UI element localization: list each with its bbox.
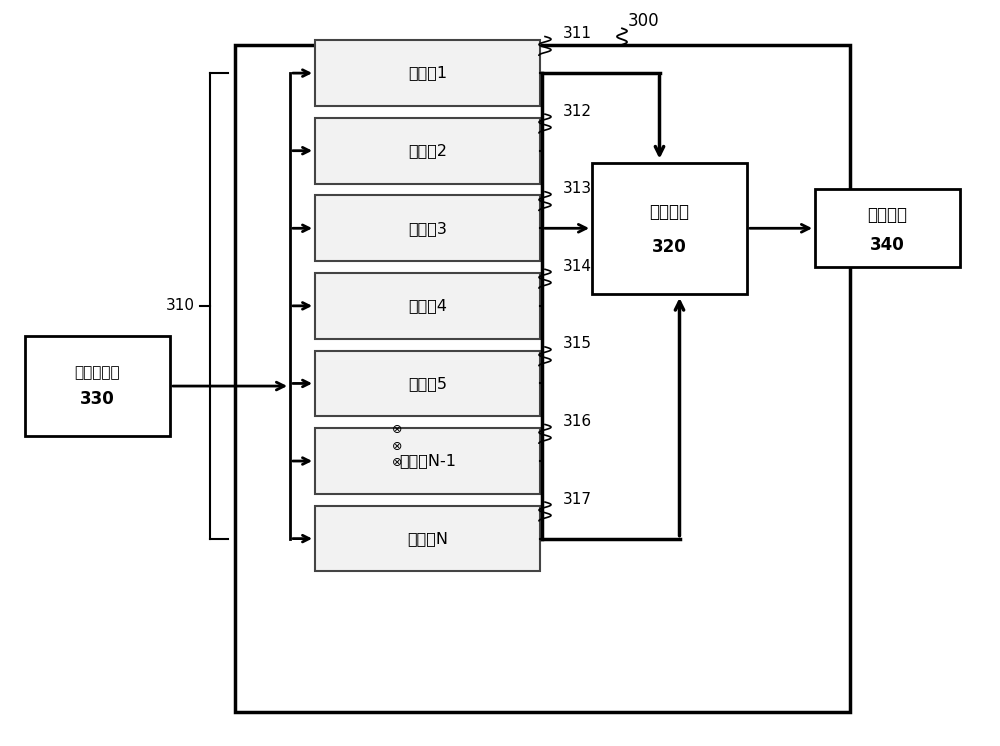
Text: 分类器N-1: 分类器N-1 xyxy=(399,454,456,468)
Text: ⊗: ⊗ xyxy=(392,439,403,453)
Text: 314: 314 xyxy=(563,259,592,274)
FancyBboxPatch shape xyxy=(815,189,960,267)
Text: 340: 340 xyxy=(870,236,905,254)
Text: 312: 312 xyxy=(563,104,592,119)
FancyBboxPatch shape xyxy=(315,195,540,261)
Text: 315: 315 xyxy=(563,336,592,351)
Text: 300: 300 xyxy=(628,12,660,30)
FancyBboxPatch shape xyxy=(315,118,540,184)
Text: 317: 317 xyxy=(563,492,592,507)
FancyBboxPatch shape xyxy=(315,351,540,416)
Text: 分类器4: 分类器4 xyxy=(408,298,447,313)
FancyBboxPatch shape xyxy=(315,428,540,494)
Text: 310: 310 xyxy=(166,298,195,313)
FancyBboxPatch shape xyxy=(25,336,170,436)
Text: 330: 330 xyxy=(80,390,115,409)
Text: 316: 316 xyxy=(563,414,592,429)
Text: ⊗: ⊗ xyxy=(392,423,403,436)
Text: 分类器2: 分类器2 xyxy=(408,143,447,158)
FancyBboxPatch shape xyxy=(592,163,747,293)
Text: 集成输出: 集成输出 xyxy=(868,206,908,224)
Text: 分类器5: 分类器5 xyxy=(408,376,447,391)
Text: ⊗: ⊗ xyxy=(392,456,403,469)
FancyBboxPatch shape xyxy=(315,506,540,571)
FancyBboxPatch shape xyxy=(315,273,540,339)
Text: 分类器1: 分类器1 xyxy=(408,66,447,81)
FancyBboxPatch shape xyxy=(235,45,850,712)
Text: 311: 311 xyxy=(563,26,592,41)
Text: 集成模块: 集成模块 xyxy=(650,203,690,221)
Text: 分类器N: 分类器N xyxy=(407,531,448,546)
Text: 训练数据集: 训练数据集 xyxy=(75,365,120,380)
Text: 分类器3: 分类器3 xyxy=(408,221,447,236)
FancyBboxPatch shape xyxy=(315,40,540,106)
Text: 320: 320 xyxy=(652,238,687,256)
Text: 313: 313 xyxy=(563,181,592,196)
